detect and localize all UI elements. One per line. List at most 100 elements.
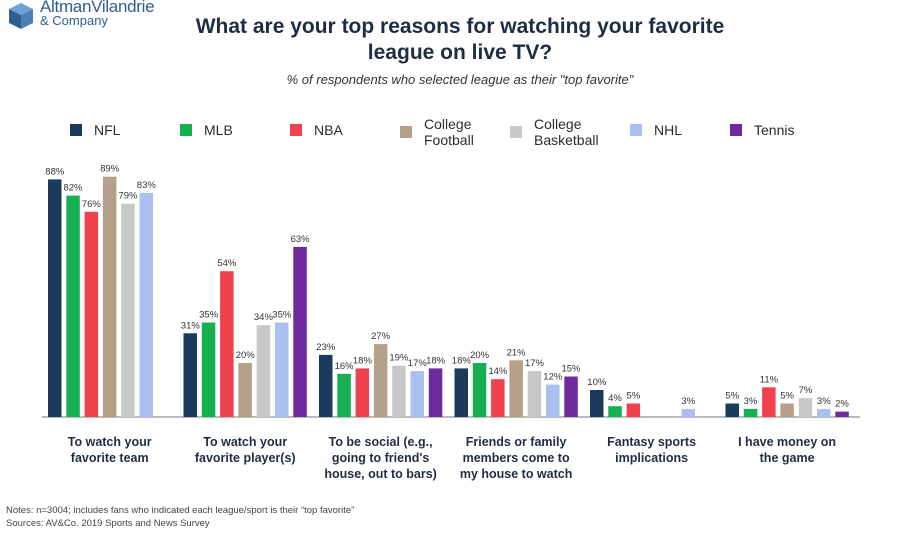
legend-label: College Basketball — [534, 116, 599, 148]
data-label: 2% — [835, 399, 849, 410]
chart-subtitle: % of respondents who selected league as … — [286, 72, 634, 87]
bar — [139, 192, 153, 417]
data-label: 15% — [561, 364, 581, 375]
bar — [590, 390, 604, 417]
data-label: 12% — [543, 372, 563, 383]
bar — [256, 325, 271, 417]
company-logo: AltmanVilandrie & Company — [6, 0, 155, 31]
logo-name: AltmanVilandrie — [40, 0, 155, 16]
bar — [564, 376, 578, 417]
legend-item: NBA — [290, 122, 343, 138]
bar — [220, 271, 234, 417]
category-label: To watch your — [203, 435, 287, 449]
category-label: To be social (e.g., — [329, 435, 433, 449]
bar — [428, 368, 443, 417]
bar — [84, 211, 99, 417]
bar — [798, 398, 813, 417]
legend-swatch — [730, 124, 742, 136]
bar — [454, 368, 468, 417]
bar — [293, 246, 307, 417]
legend-swatch — [510, 126, 522, 138]
bar — [608, 406, 622, 417]
chart-title: What are your top reasons for watching y… — [195, 15, 725, 64]
chart-legend: NFL MLB NBA College Football College Basketb… — [70, 116, 870, 152]
data-label: 3% — [817, 396, 831, 407]
data-label: 17% — [408, 358, 428, 369]
data-label: 63% — [291, 234, 311, 245]
data-label: 14% — [488, 366, 508, 377]
legend-item: Tennis — [730, 122, 794, 138]
data-label: 21% — [507, 347, 527, 358]
legend-label: MLB — [204, 122, 233, 138]
legend-label: NFL — [94, 122, 121, 138]
data-label: 54% — [217, 258, 237, 269]
category-label: members come to — [463, 451, 570, 465]
category-label: my house to watch — [460, 467, 573, 481]
bar — [275, 322, 289, 417]
bar — [835, 411, 849, 417]
legend-item: MLB — [180, 122, 233, 138]
bar — [102, 176, 117, 417]
bar — [337, 373, 351, 417]
data-label: 82% — [63, 183, 83, 194]
data-label: 5% — [725, 391, 739, 402]
legend-label: NBA — [314, 122, 343, 138]
logo-cube-icon — [9, 3, 33, 29]
data-label: 7% — [799, 385, 813, 396]
bar — [410, 371, 424, 417]
bar — [238, 363, 252, 417]
data-label: 23% — [316, 342, 336, 353]
bar — [681, 408, 695, 417]
bar — [121, 203, 135, 417]
data-label: 27% — [371, 331, 391, 342]
category-label: To watch your — [68, 435, 152, 449]
bar — [355, 368, 370, 417]
legend-swatch — [400, 126, 412, 138]
bar — [626, 403, 641, 417]
data-label: 34% — [254, 312, 274, 323]
legend-label: College Football — [424, 116, 474, 148]
bar — [817, 408, 831, 417]
legend-item: NFL — [70, 122, 120, 138]
data-label: 19% — [389, 353, 409, 364]
bar — [48, 179, 62, 417]
bar — [743, 408, 758, 417]
data-label: 3% — [744, 396, 758, 407]
data-label: 35% — [199, 310, 219, 321]
bar — [527, 371, 542, 417]
bar — [546, 384, 560, 417]
bar — [201, 322, 216, 417]
bar — [491, 379, 505, 417]
data-label: 79% — [118, 191, 138, 202]
category-label: favorite team — [71, 451, 149, 465]
data-label: 31% — [181, 320, 201, 331]
data-label: 35% — [272, 310, 292, 321]
category-label: I have money on — [738, 435, 836, 449]
data-label: 18% — [426, 355, 446, 366]
legend-swatch — [70, 124, 82, 136]
data-label: 18% — [353, 355, 373, 366]
category-label: the game — [760, 451, 815, 465]
legend-swatch — [630, 124, 642, 136]
bar — [373, 344, 388, 417]
bar — [392, 365, 406, 417]
category-label: favorite player(s) — [195, 451, 296, 465]
legend-swatch — [290, 124, 302, 136]
legend-swatch — [180, 124, 192, 136]
chart-notes: Notes: n=3004; includes fans who indicat… — [6, 505, 355, 516]
data-label: 20% — [470, 350, 490, 361]
data-label: 83% — [137, 180, 157, 191]
category-label: going to friend's — [332, 451, 429, 465]
legend-item: College Basketball — [510, 116, 599, 148]
legend-item: NHL — [630, 122, 682, 138]
data-label: 16% — [335, 361, 355, 372]
data-label: 3% — [681, 396, 695, 407]
data-label: 88% — [45, 166, 65, 177]
bar — [472, 363, 487, 417]
legend-label: NHL — [654, 122, 683, 138]
bar-chart: 88% 82% 76% 89% 79%83% To watch your favorite … — [42, 164, 860, 481]
bar — [66, 195, 80, 417]
legend-item: College Football — [400, 116, 474, 148]
bar — [725, 403, 739, 417]
bar — [780, 403, 794, 417]
